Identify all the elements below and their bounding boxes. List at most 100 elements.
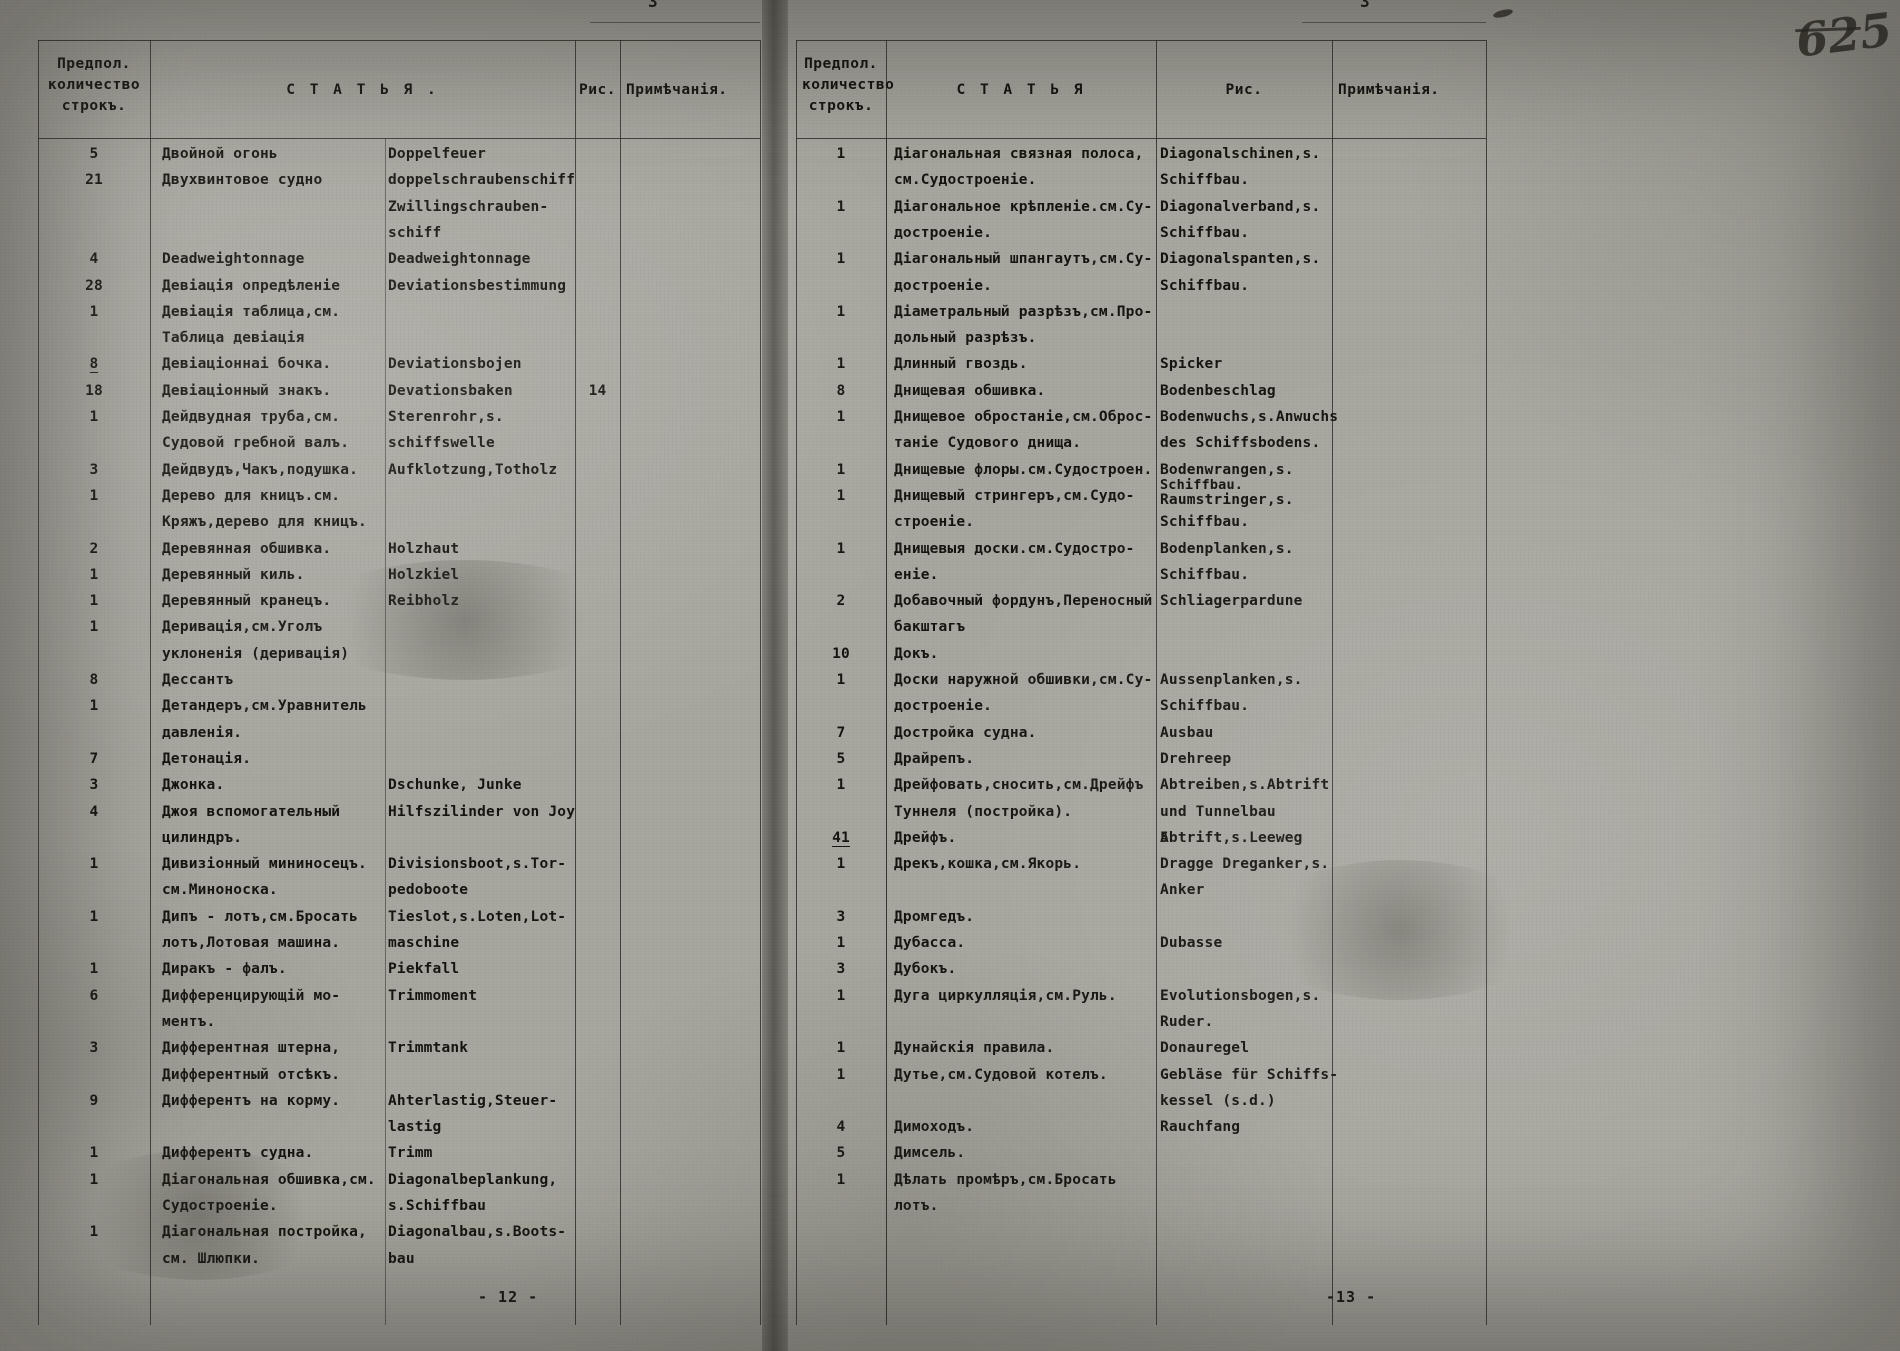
row-german: Spicker xyxy=(1160,356,1223,373)
row-german: Bodenwrangen,s. xyxy=(1160,461,1294,478)
row-article: Діагональная постройка, xyxy=(162,1224,367,1241)
right-border xyxy=(1486,40,1487,1325)
row-article: Туннеля (постройка). xyxy=(894,803,1073,820)
row-qty: 3 xyxy=(89,777,99,794)
row-german: Aufklotzung,Totholz xyxy=(388,461,558,478)
row-article: Дромгедъ. xyxy=(894,908,975,925)
row-german: Dragge Dreganker,s. xyxy=(1160,856,1330,873)
row-article: Дрекъ,кошка,см.Якорь. xyxy=(894,856,1082,873)
row-german: Abtrift,s.Leeweg xyxy=(1160,829,1303,846)
row-article: Девіаціонный знакъ. xyxy=(162,382,332,399)
row-qty: 1 xyxy=(89,908,99,925)
row-german: Reibholz xyxy=(388,593,460,610)
row-german: s.Schiffbau xyxy=(388,1198,487,1214)
row-qty: 1 xyxy=(836,1171,846,1188)
page-number: -13 - xyxy=(1326,1288,1377,1306)
row-article: Диракъ - фалъ. xyxy=(162,961,287,978)
row-article: Детонація. xyxy=(162,750,252,767)
row-article: Днищевыя доски.см.Судостро- xyxy=(894,540,1135,557)
row-german: Aussenplanken,s. xyxy=(1160,672,1303,688)
row-qty: 5 xyxy=(836,750,846,767)
row-german: maschine xyxy=(388,935,460,951)
row-article: давленія. xyxy=(162,724,243,741)
row-german: Bodenwuchs,s.Anwuchs xyxy=(1160,409,1339,425)
row-qty: 1 xyxy=(89,1224,99,1241)
row-article: строеніе. xyxy=(894,514,975,531)
header-bottom-rule xyxy=(38,138,760,139)
row-german: Holzkiel xyxy=(388,566,460,583)
row-article: достроеніе. xyxy=(894,698,993,715)
row-article: Дутье,см.Судовой котелъ. xyxy=(894,1066,1108,1083)
row-article: Днищевое обростаніе,см.Оброс- xyxy=(894,409,1153,425)
row-article: уклоненія (деривація) xyxy=(162,645,350,662)
header-bottom-rule xyxy=(796,138,1486,139)
row-german: Trimmoment xyxy=(388,987,478,1004)
row-article: см.Миноноска. xyxy=(162,882,278,899)
row-german: Rauchfang xyxy=(1160,1119,1241,1136)
row-article: Дейдвудъ,Чакъ,подушка. xyxy=(162,461,359,478)
row-article: Драйрепъ. xyxy=(894,750,975,767)
row-german: Anker xyxy=(1160,882,1205,899)
row-qty: 3 xyxy=(836,908,846,925)
row-article: Діагональный шпангаутъ,см.Су- xyxy=(894,251,1153,268)
row-german: Schliagerpardune xyxy=(1160,593,1303,610)
row-article: Кряжъ,дерево для кницъ. xyxy=(162,514,367,531)
header-article: С Т А Т Ь Я xyxy=(956,82,1086,98)
row-article: Дерево для кницъ.см. xyxy=(162,487,341,504)
header-notes: Примѣчанія. xyxy=(626,82,728,98)
row-qty: 1 xyxy=(836,1040,846,1057)
row-qty: 1 xyxy=(89,303,99,320)
row-article: еніе. xyxy=(894,566,939,583)
row-german: Dschunke, Junke xyxy=(388,777,522,794)
row-qty: 1 xyxy=(89,1145,99,1162)
row-qty: 2 xyxy=(89,540,99,557)
left-page-leaf: 3 Предпол. количество строкъ. С Т А Т Ь Я … xyxy=(0,0,772,1351)
row-article: цилиндръ. xyxy=(162,829,243,846)
row-german: Piekfall xyxy=(388,961,460,978)
row-qty: 1 xyxy=(836,198,846,215)
row-qty: 1 xyxy=(836,487,846,504)
row-article: Дифферентный отсѣкъ. xyxy=(162,1066,341,1083)
row-article: Дейдвудная труба,см. xyxy=(162,409,341,425)
row-article: Девіація таблица,см. xyxy=(162,303,341,320)
row-qty: 10 xyxy=(832,645,850,662)
german-divider xyxy=(575,40,576,1325)
row-german: Donauregel xyxy=(1160,1040,1250,1057)
row-qty: 1 xyxy=(89,593,99,610)
row-article: Дрейфъ. xyxy=(894,829,957,846)
row-qty: 1 xyxy=(836,856,846,873)
row-article: Двухвинтовое судно xyxy=(162,172,323,189)
left-border xyxy=(796,40,797,1325)
row-article: Судостроеніе. xyxy=(162,1198,278,1214)
row-article: дольный разрѣзъ. xyxy=(894,330,1037,347)
row-qty: 3 xyxy=(89,461,99,478)
row-article: Таблица девіація xyxy=(162,330,305,347)
row-article: лотъ,Лотовая машина. xyxy=(162,935,341,951)
top-mark-rule xyxy=(590,22,760,23)
row-german: Ausbau xyxy=(1160,724,1214,741)
row-german: des Schiffsbodens. xyxy=(1160,435,1321,452)
row-german: Deadweightonnage xyxy=(388,251,531,268)
right-page-leaf: 3 Предпол. количество строкъ. С Т А Т Ь Я Р… xyxy=(786,0,1900,1351)
row-qty: 1 xyxy=(836,777,846,794)
row-article: Детандеръ,см.Уравнитель xyxy=(162,698,367,715)
row-article: Судовой гребной валъ. xyxy=(162,435,350,452)
row-german: Ahterlastig,Steuer- xyxy=(388,1092,558,1109)
row-article: Діагональное крѣпленіе.см.Су- xyxy=(894,198,1153,215)
row-german: Trimmtank xyxy=(388,1040,469,1057)
header-qty: Предпол. количество строкъ. xyxy=(47,56,141,114)
row-article: Дубокъ. xyxy=(894,961,957,978)
header-article: С Т А Т Ь Я . xyxy=(286,82,439,98)
header-notes: Примѣчанія. xyxy=(1338,82,1440,98)
row-qty: 1 xyxy=(89,487,99,504)
row-qty: 1 xyxy=(836,146,846,162)
table-top-rule xyxy=(796,40,1486,41)
row-german: Divisionsboot,s.Tor- xyxy=(388,856,567,873)
header-fig: Рис. xyxy=(579,82,616,98)
row-article: Дессантъ xyxy=(162,672,234,688)
top-page-mark: 3 xyxy=(648,0,658,11)
row-article: Достройка судна. xyxy=(894,724,1037,741)
row-german: Diagonalspanten,s. xyxy=(1160,251,1321,268)
row-qty: 5 xyxy=(89,146,99,162)
row-german: Tieslot,s.Loten,Lot- xyxy=(388,908,567,925)
